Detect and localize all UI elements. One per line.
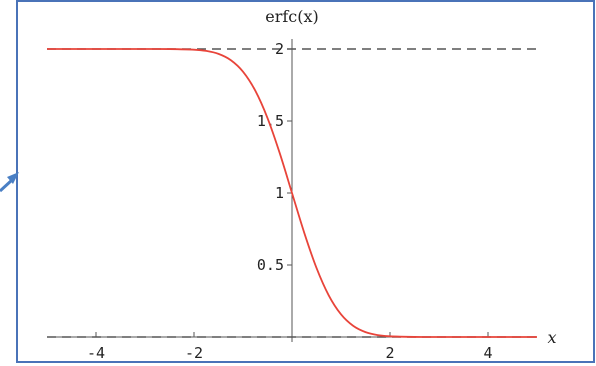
pointer-arrow-icon [0,172,19,193]
x-tick-label: 2 [385,344,394,362]
x-tick-label: 4 [483,344,492,362]
ticks: -4 -2 2 4 0.5 1 1.5 2 [87,40,493,362]
series-line-erfc [47,48,537,338]
x-tick-label: -4 [87,344,105,362]
y-tick-label: 1 [275,184,284,202]
x-axis-label: x [547,328,556,347]
series-layer [47,48,537,338]
y-tick-label: 1.5 [257,112,284,130]
y-tick-label: 0.5 [257,256,284,274]
y-tick-label: 2 [275,40,284,58]
chart-title: erfc(x) [265,7,319,26]
x-tick-label: -2 [185,344,203,362]
frame-border [16,0,595,363]
